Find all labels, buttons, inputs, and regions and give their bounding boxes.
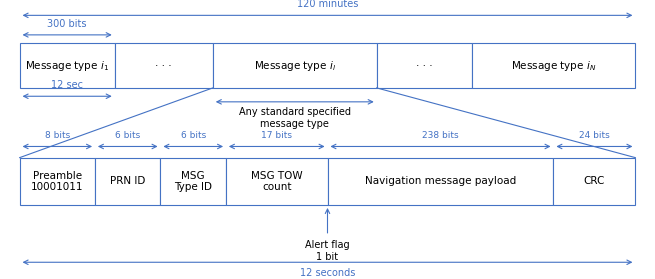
Text: Navigation message payload: Navigation message payload bbox=[365, 176, 516, 186]
Text: PRN ID: PRN ID bbox=[110, 176, 145, 186]
Text: 24 bits: 24 bits bbox=[579, 131, 610, 140]
Text: 12 sec: 12 sec bbox=[51, 80, 83, 90]
Text: Any standard specified
message type: Any standard specified message type bbox=[239, 107, 350, 129]
Text: MSG TOW
count: MSG TOW count bbox=[251, 170, 303, 192]
Text: · · ·: · · · bbox=[416, 61, 432, 71]
Bar bbox=[160, 158, 226, 205]
Text: Message type $i_N$: Message type $i_N$ bbox=[511, 59, 596, 73]
Text: 120 minutes: 120 minutes bbox=[297, 0, 358, 9]
Text: 6 bits: 6 bits bbox=[115, 131, 140, 140]
Text: MSG
Type ID: MSG Type ID bbox=[174, 170, 212, 192]
Bar bbox=[328, 158, 553, 205]
Bar bbox=[472, 43, 635, 88]
Text: 17 bits: 17 bits bbox=[261, 131, 292, 140]
Text: CRC: CRC bbox=[584, 176, 605, 186]
Bar bbox=[115, 43, 213, 88]
Text: 6 bits: 6 bits bbox=[181, 131, 206, 140]
Text: Preamble
10001011: Preamble 10001011 bbox=[31, 170, 84, 192]
Text: 300 bits: 300 bits bbox=[47, 19, 87, 29]
Bar bbox=[95, 158, 160, 205]
Text: 238 bits: 238 bits bbox=[422, 131, 458, 140]
Bar bbox=[377, 43, 472, 88]
Bar bbox=[20, 43, 115, 88]
Text: 12 seconds: 12 seconds bbox=[300, 268, 355, 278]
Text: Alert flag
1 bit: Alert flag 1 bit bbox=[305, 240, 350, 261]
Text: Message type $i_l$: Message type $i_l$ bbox=[253, 59, 336, 73]
Bar bbox=[226, 158, 328, 205]
Bar bbox=[20, 158, 95, 205]
Text: · · ·: · · · bbox=[155, 61, 172, 71]
Text: 8 bits: 8 bits bbox=[45, 131, 70, 140]
Bar bbox=[213, 43, 377, 88]
Bar bbox=[553, 158, 635, 205]
Text: Message type $i_1$: Message type $i_1$ bbox=[25, 59, 109, 73]
